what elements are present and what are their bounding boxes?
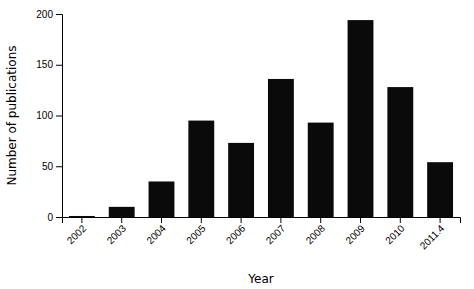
- bar: [109, 207, 135, 217]
- bars: [69, 20, 453, 217]
- tick: 2010: [383, 217, 407, 246]
- tick-mark: [81, 217, 82, 223]
- tick: 2007: [264, 217, 288, 246]
- tick-label: 2009: [343, 222, 367, 246]
- tick: 2005: [184, 217, 208, 246]
- y-axis: 0 50 100 150 200: [36, 9, 62, 223]
- tick: 100: [36, 110, 62, 121]
- tick: 2002: [65, 217, 89, 246]
- tick: 2009: [343, 217, 367, 246]
- tick: 2008: [304, 217, 328, 246]
- tick-mark: [56, 116, 62, 117]
- tick-mark: [56, 14, 62, 15]
- tick-mark: [56, 217, 62, 218]
- tick-mark: [56, 166, 62, 167]
- tick-label: 2005: [184, 222, 208, 246]
- chart: 2002 2003 2004 2005 2006 2007 2008 2009 2010 2011…: [0, 0, 474, 289]
- tick: 2003: [105, 217, 129, 246]
- bar: [228, 143, 254, 217]
- tick: 0: [47, 212, 62, 223]
- x-axis-title: Year: [247, 272, 273, 286]
- bar: [188, 121, 214, 217]
- tick-label: 2003: [105, 222, 129, 246]
- axis-line: [56, 15, 63, 218]
- tick: 50: [42, 161, 62, 172]
- tick-label: 0: [47, 212, 53, 223]
- bar: [308, 123, 334, 217]
- tick-mark: [121, 217, 122, 223]
- axis-line: [63, 218, 461, 224]
- y-axis-title: Number of publications: [5, 45, 19, 185]
- tick-mark: [201, 217, 202, 223]
- tick-mark: [400, 217, 401, 223]
- tick-label: 2008: [304, 222, 328, 246]
- plot: 2002 2003 2004 2005 2006 2007 2008 2009 2010 2011…: [36, 9, 460, 252]
- bar: [348, 20, 374, 217]
- tick-label: 50: [42, 161, 54, 172]
- tick-label: 2004: [144, 222, 168, 246]
- tick-label: 200: [36, 9, 53, 20]
- bar: [427, 162, 453, 217]
- bar: [149, 181, 175, 217]
- tick-mark: [440, 217, 441, 223]
- tick-mark: [241, 217, 242, 223]
- tick-mark: [161, 217, 162, 223]
- tick-label: 100: [36, 110, 53, 121]
- bar: [69, 216, 95, 217]
- tick-label: 2006: [224, 222, 248, 246]
- tick: 2006: [224, 217, 248, 246]
- tick-label: 2011.4: [418, 222, 447, 251]
- tick-label: 2002: [65, 222, 89, 246]
- bar: [387, 87, 413, 217]
- tick: 2004: [144, 217, 168, 246]
- tick-label: 150: [36, 59, 53, 70]
- tick-mark: [360, 217, 361, 223]
- tick-mark: [56, 65, 62, 66]
- bar: [268, 79, 294, 217]
- tick-mark: [280, 217, 281, 223]
- tick: 150: [36, 59, 62, 70]
- tick-label: 2010: [383, 222, 407, 246]
- tick-label: 2007: [264, 222, 288, 246]
- x-axis: 2002 2003 2004 2005 2006 2007 2008 2009 2010 2011…: [63, 217, 461, 252]
- tick: 200: [36, 9, 62, 20]
- tick: 2011.4: [418, 217, 447, 252]
- tick-mark: [320, 217, 321, 223]
